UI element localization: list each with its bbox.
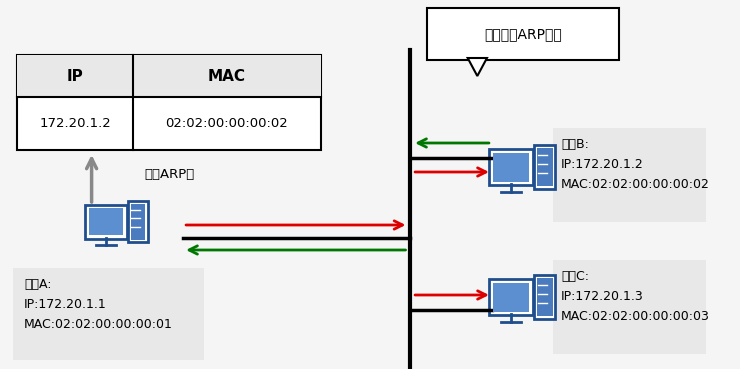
Text: 主机B:
IP:172.20.1.2
MAC:02:02:00:00:00:02: 主机B: IP:172.20.1.2 MAC:02:02:00:00:00:02: [561, 138, 710, 191]
FancyBboxPatch shape: [17, 55, 321, 97]
FancyBboxPatch shape: [553, 260, 706, 354]
FancyBboxPatch shape: [534, 145, 556, 189]
Text: 单播发送ARP响应: 单播发送ARP响应: [484, 27, 562, 41]
Text: 主机A:
IP:172.20.1.1
MAC:02:02:00:00:00:01: 主机A: IP:172.20.1.1 MAC:02:02:00:00:00:01: [24, 278, 173, 331]
Text: 172.20.1.2: 172.20.1.2: [39, 117, 111, 130]
FancyBboxPatch shape: [537, 148, 553, 186]
Text: 02:02:00:00:00:02: 02:02:00:00:00:02: [166, 117, 289, 130]
FancyBboxPatch shape: [131, 204, 146, 239]
FancyBboxPatch shape: [89, 208, 124, 235]
FancyBboxPatch shape: [489, 149, 533, 185]
FancyBboxPatch shape: [534, 275, 556, 319]
FancyBboxPatch shape: [537, 278, 553, 316]
FancyBboxPatch shape: [489, 279, 533, 315]
Text: MAC: MAC: [208, 69, 246, 83]
Text: 主机C:
IP:172.20.1.3
MAC:02:02:00:00:00:03: 主机C: IP:172.20.1.3 MAC:02:02:00:00:00:03: [561, 270, 710, 323]
FancyBboxPatch shape: [85, 204, 127, 239]
FancyBboxPatch shape: [13, 268, 204, 360]
FancyBboxPatch shape: [128, 201, 148, 242]
Text: IP: IP: [67, 69, 84, 83]
Polygon shape: [468, 58, 487, 76]
FancyBboxPatch shape: [553, 128, 706, 222]
FancyBboxPatch shape: [493, 153, 529, 182]
FancyBboxPatch shape: [427, 8, 619, 60]
FancyBboxPatch shape: [493, 283, 529, 311]
Text: 更新ARP表: 更新ARP表: [144, 168, 195, 181]
FancyBboxPatch shape: [17, 55, 321, 150]
